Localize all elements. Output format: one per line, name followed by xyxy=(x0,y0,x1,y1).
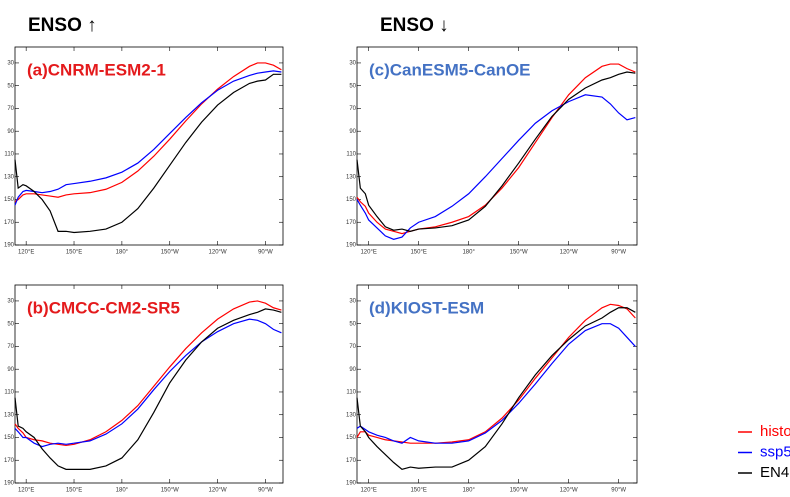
x-tick-label: 150°W xyxy=(510,488,528,494)
y-tick-label: 50 xyxy=(7,321,14,327)
x-tick-label: 180° xyxy=(116,488,129,494)
legend-label: ssp585 xyxy=(760,443,790,460)
plot-frame xyxy=(356,46,638,246)
x-tick-label: 150°E xyxy=(66,250,82,256)
legend-label: EN4 xyxy=(760,464,789,481)
series-line xyxy=(356,94,636,240)
y-tick-label: 50 xyxy=(7,83,14,89)
series-line xyxy=(356,71,636,232)
y-tick-label: 170 xyxy=(4,220,15,226)
y-tick-label: 70 xyxy=(7,344,14,350)
header: ENSO ↓ xyxy=(380,15,449,36)
y-tick-label: 30 xyxy=(349,299,356,305)
y-tick-label: 130 xyxy=(346,412,357,418)
series-line xyxy=(14,308,282,470)
y-tick-label: 110 xyxy=(346,152,356,158)
y-tick-label: 70 xyxy=(349,106,356,112)
x-tick-label: 120°E xyxy=(360,488,376,494)
x-tick-label: 120°W xyxy=(560,488,578,494)
y-tick-label: 90 xyxy=(7,367,14,373)
y-tick-label: 190 xyxy=(4,481,15,487)
y-tick-label: 170 xyxy=(346,458,357,464)
y-tick-label: 50 xyxy=(349,83,356,89)
series-line xyxy=(14,73,282,234)
y-tick-label: 130 xyxy=(346,174,357,180)
x-tick-label: 150°W xyxy=(161,488,179,494)
x-tick-label: 150°W xyxy=(161,250,179,256)
y-tick-label: 150 xyxy=(4,435,15,441)
y-tick-label: 190 xyxy=(346,481,357,487)
y-tick-label: 90 xyxy=(349,129,356,135)
x-tick-label: 180° xyxy=(462,488,475,494)
x-tick-label: 120°W xyxy=(209,488,227,494)
series-line xyxy=(356,323,636,444)
y-tick-label: 90 xyxy=(7,129,14,135)
x-tick-label: 120°W xyxy=(560,250,578,256)
x-tick-label: 150°E xyxy=(410,488,426,494)
y-tick-label: 150 xyxy=(346,435,357,441)
y-tick-label: 30 xyxy=(7,61,14,67)
y-tick-label: 50 xyxy=(349,321,356,327)
plot-frame xyxy=(356,284,638,484)
y-tick-label: 190 xyxy=(346,243,357,249)
legend-label: historical run xyxy=(760,423,790,440)
header: ENSO ↑ xyxy=(28,15,97,36)
series-line xyxy=(14,70,282,206)
y-tick-label: 190 xyxy=(4,243,15,249)
y-tick-label: 30 xyxy=(7,299,14,305)
series-line xyxy=(14,62,282,203)
series-line xyxy=(14,318,282,448)
y-tick-label: 90 xyxy=(349,367,356,373)
x-tick-label: 180° xyxy=(116,250,129,256)
series-line xyxy=(14,300,282,447)
x-tick-label: 180° xyxy=(462,250,475,256)
panel-title: (d)KIOST-ESM xyxy=(369,298,484,317)
y-tick-label: 130 xyxy=(4,412,15,418)
y-tick-label: 170 xyxy=(346,220,357,226)
y-tick-label: 130 xyxy=(4,174,15,180)
y-tick-label: 70 xyxy=(7,106,14,112)
x-tick-label: 150°W xyxy=(510,250,528,256)
y-tick-label: 110 xyxy=(346,390,356,396)
series-line xyxy=(356,63,636,235)
x-tick-label: 120°E xyxy=(360,250,376,256)
plot-frame xyxy=(14,284,284,484)
y-tick-label: 170 xyxy=(4,458,15,464)
y-tick-label: 70 xyxy=(349,344,356,350)
y-tick-label: 30 xyxy=(349,61,356,67)
x-tick-label: 90°W xyxy=(258,488,273,494)
panel-title: (b)CMCC-CM2-SR5 xyxy=(27,298,180,317)
y-tick-label: 150 xyxy=(4,197,15,203)
y-tick-label: 110 xyxy=(4,152,14,158)
x-tick-label: 90°W xyxy=(258,250,273,256)
plot-frame xyxy=(14,46,284,246)
panel-title: (c)CanESM5-CanOE xyxy=(369,60,531,79)
series-line xyxy=(356,303,636,444)
x-tick-label: 120°E xyxy=(18,250,34,256)
y-tick-label: 150 xyxy=(346,197,357,203)
series-line xyxy=(356,307,636,471)
y-tick-label: 110 xyxy=(4,390,14,396)
x-tick-label: 120°E xyxy=(18,488,34,494)
x-tick-label: 150°E xyxy=(66,488,82,494)
x-tick-label: 90°W xyxy=(611,488,626,494)
x-tick-label: 120°W xyxy=(209,250,227,256)
x-tick-label: 90°W xyxy=(611,250,626,256)
panel-title: (a)CNRM-ESM2-1 xyxy=(27,60,166,79)
x-tick-label: 150°E xyxy=(410,250,426,256)
